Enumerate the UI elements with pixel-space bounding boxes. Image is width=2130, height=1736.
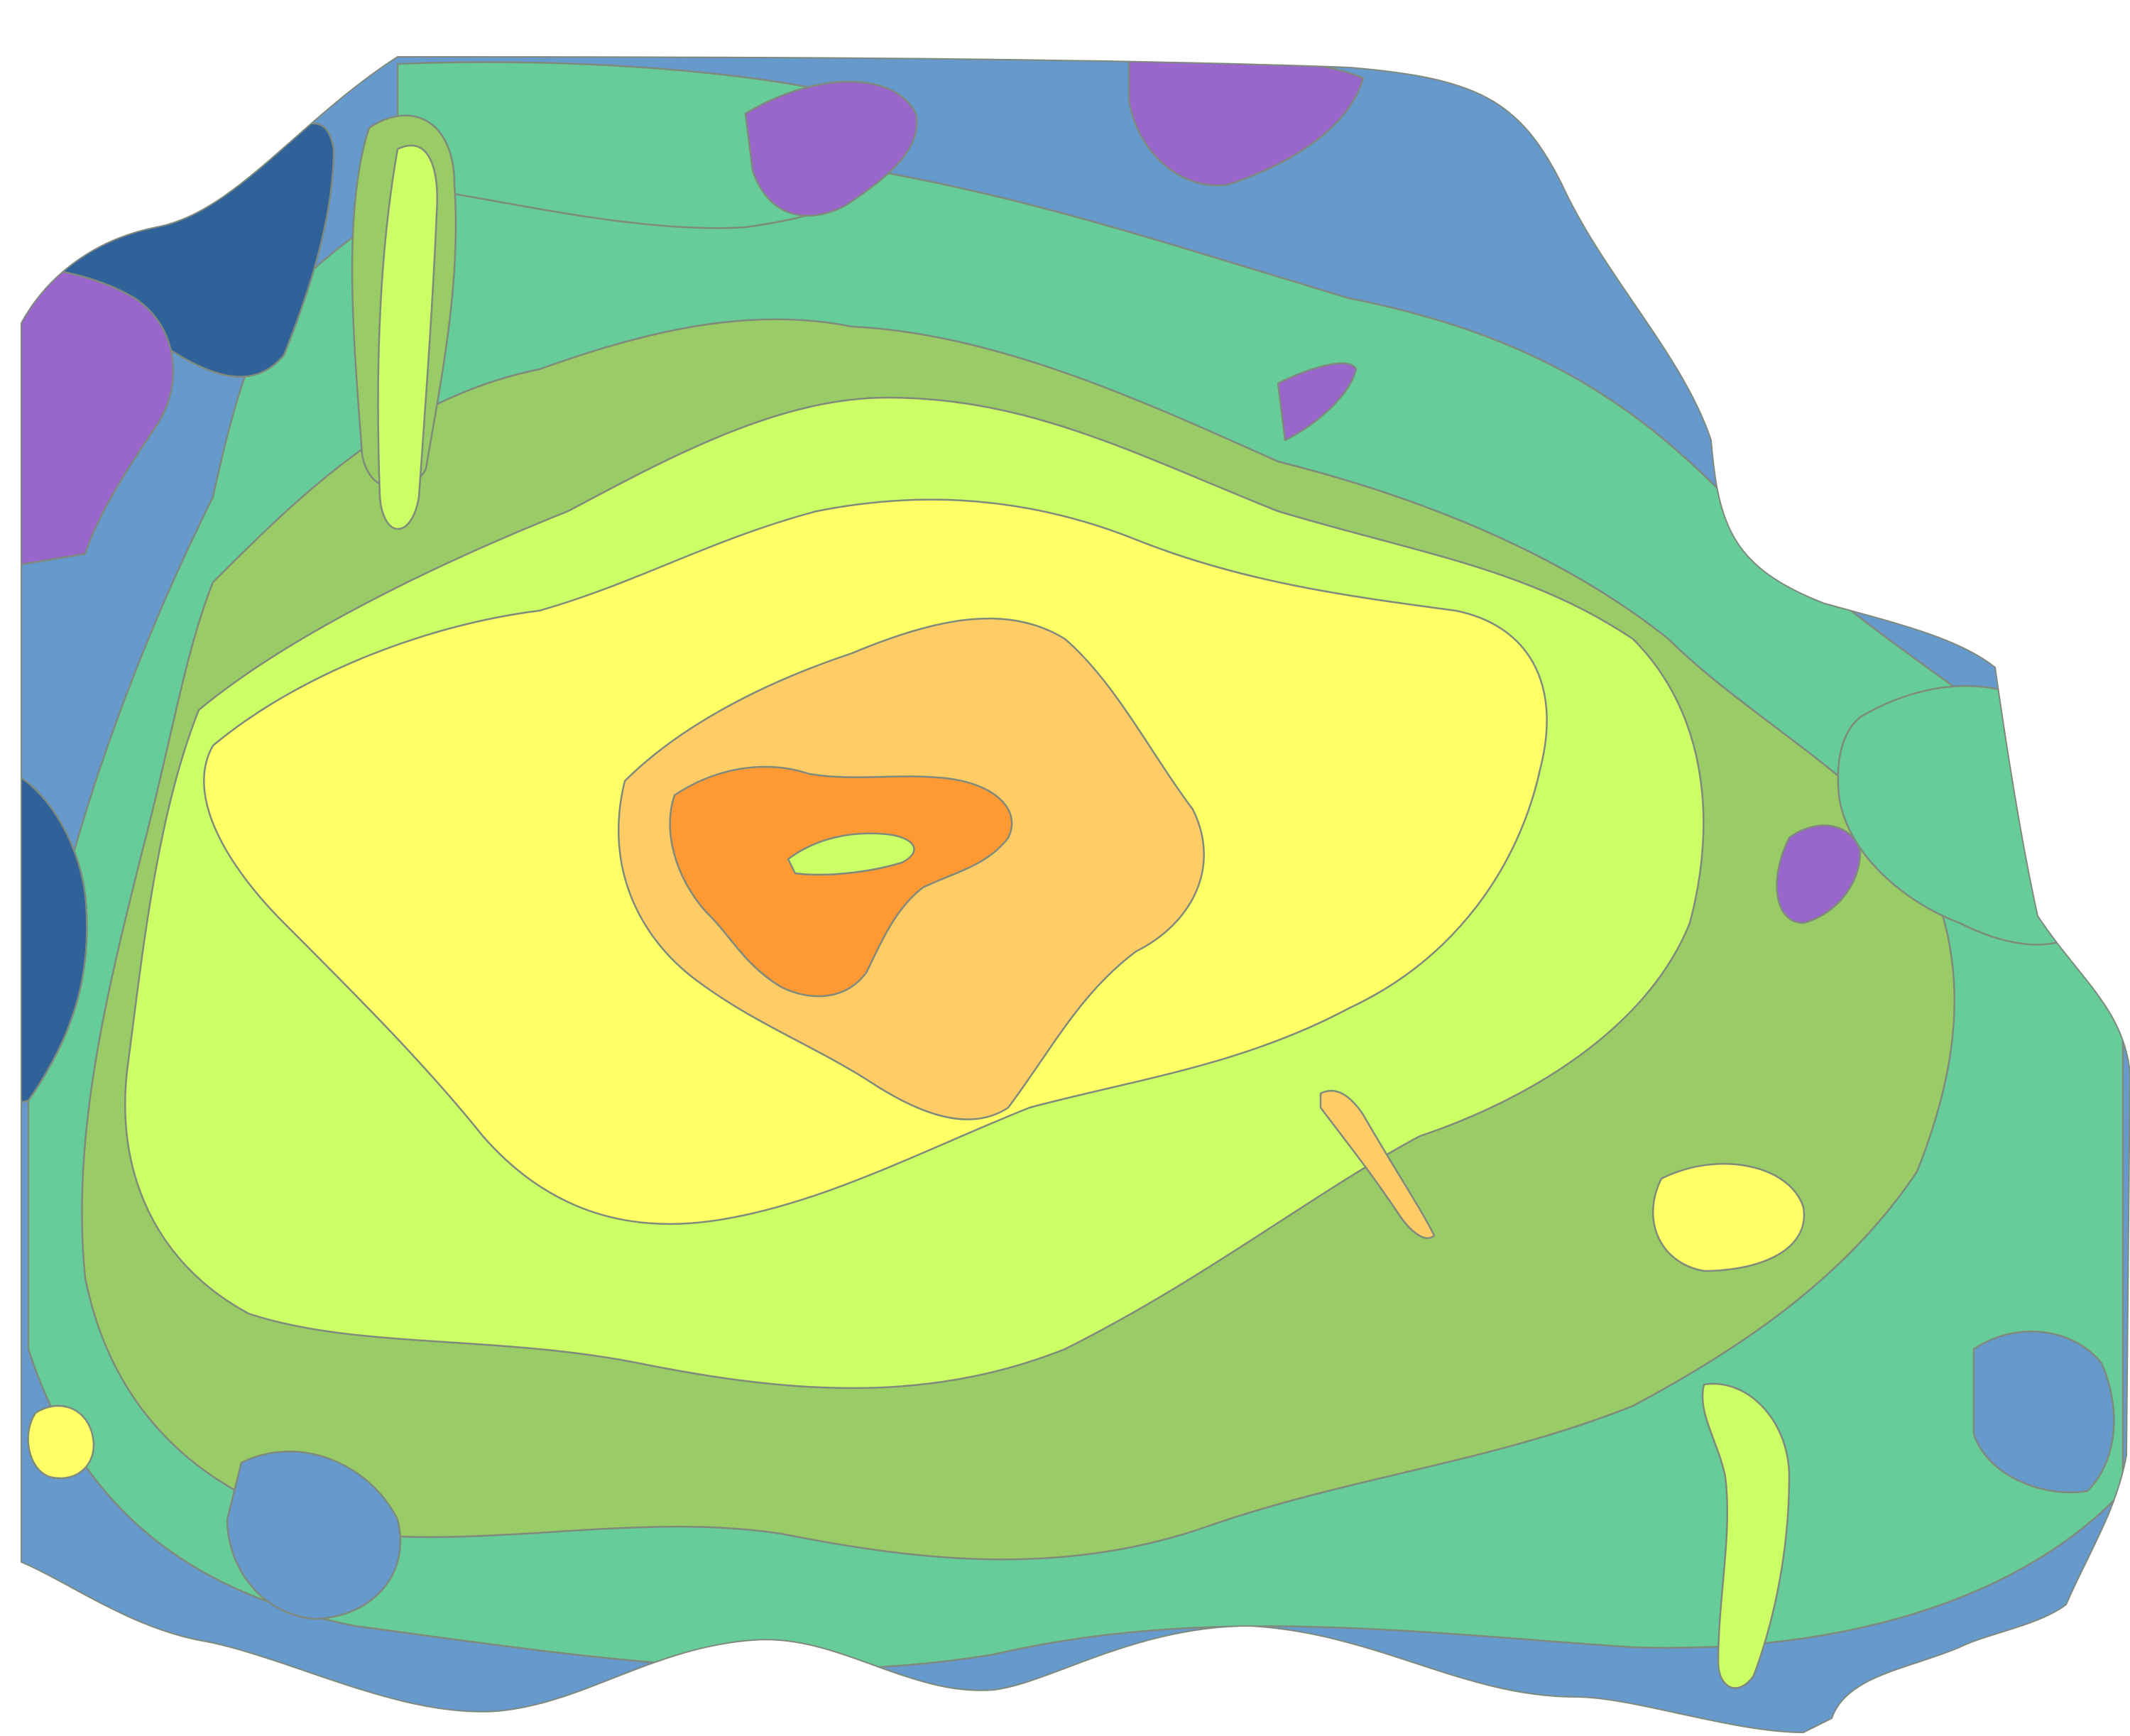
zone-level-6-southwest (27, 1404, 95, 1480)
zone-level-5-core (787, 832, 915, 876)
zone-level-5-north-spur (377, 144, 438, 530)
zone-level-1-northwest (21, 267, 175, 569)
zone-level-2-southeast (1972, 1331, 2115, 1494)
zone-level-2-south (226, 1451, 402, 1620)
zone-level-1-spur (1277, 362, 1358, 442)
zone-level-1-north-small (744, 80, 918, 217)
map-boundary (21, 55, 2130, 1734)
zone-level-7-east-streak (1319, 1090, 1436, 1239)
zone-level-5-southeast-branch (1701, 1382, 1791, 1689)
zone-level-1-east (1776, 824, 1862, 924)
zone-level-8 (669, 765, 1013, 998)
zone-level-6-southeast (1652, 1163, 1806, 1272)
